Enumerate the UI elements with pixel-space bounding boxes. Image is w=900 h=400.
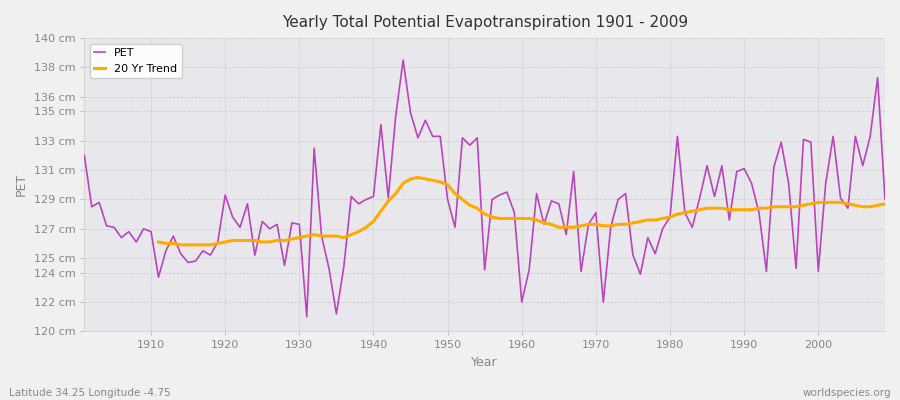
Text: Latitude 34.25 Longitude -4.75: Latitude 34.25 Longitude -4.75 <box>9 388 171 398</box>
PET <box>139 226 149 231</box>
20 Yr Trend <box>331 234 342 238</box>
PET <box>398 58 409 62</box>
20 Yr Trend <box>176 242 186 247</box>
PET <box>620 191 631 196</box>
PET <box>879 197 890 202</box>
PET <box>353 202 364 206</box>
20 Yr Trend <box>353 229 364 234</box>
PET <box>531 191 542 196</box>
PET <box>302 314 312 319</box>
X-axis label: Year: Year <box>472 356 498 369</box>
20 Yr Trend <box>879 202 890 206</box>
Text: worldspecies.org: worldspecies.org <box>803 388 891 398</box>
20 Yr Trend <box>739 207 750 212</box>
20 Yr Trend <box>531 218 542 222</box>
20 Yr Trend <box>554 225 564 230</box>
Legend: PET, 20 Yr Trend: PET, 20 Yr Trend <box>90 44 182 78</box>
PET <box>309 146 320 150</box>
PET <box>524 268 535 272</box>
Y-axis label: PET: PET <box>15 173 28 196</box>
20 Yr Trend <box>412 175 423 180</box>
20 Yr Trend <box>382 198 393 203</box>
Line: PET: PET <box>85 60 885 317</box>
Line: 20 Yr Trend: 20 Yr Trend <box>158 178 885 245</box>
PET <box>79 153 90 158</box>
20 Yr Trend <box>153 240 164 244</box>
Title: Yearly Total Potential Evapotranspiration 1901 - 2009: Yearly Total Potential Evapotranspiratio… <box>282 15 688 30</box>
